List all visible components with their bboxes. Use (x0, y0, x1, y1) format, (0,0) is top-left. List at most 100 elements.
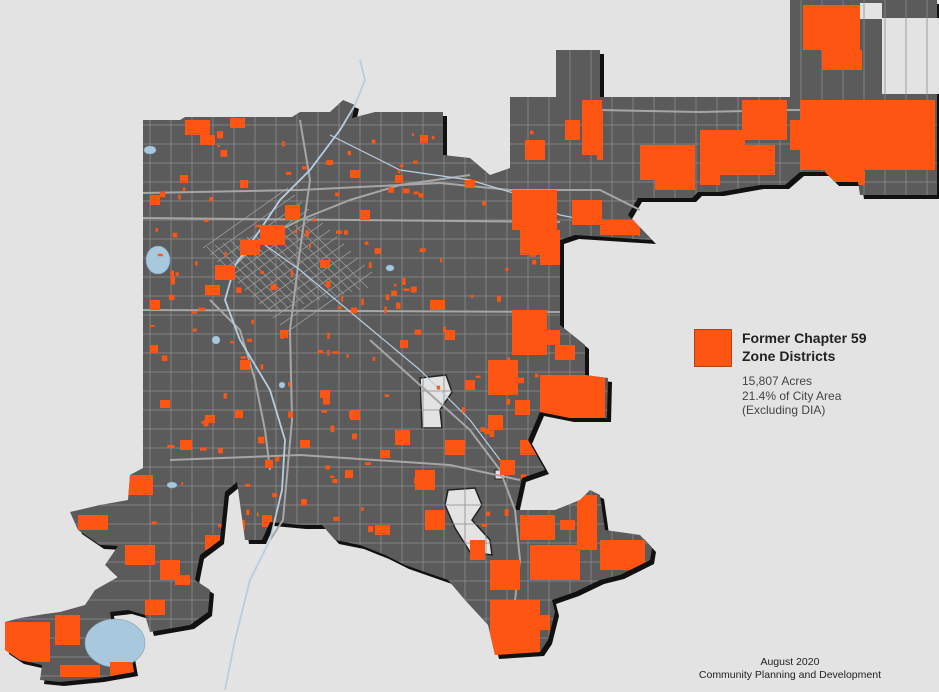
zone-district (800, 100, 935, 170)
zone-district (518, 377, 525, 384)
zone-district (327, 332, 330, 339)
zone-district (413, 160, 418, 164)
zone-district (371, 139, 376, 144)
zone-district (430, 300, 445, 310)
zone-district (321, 410, 328, 413)
zone-district (270, 284, 278, 290)
zone-district (565, 120, 580, 140)
zone-district (504, 509, 509, 516)
zone-district (403, 288, 410, 291)
zone-district (395, 430, 410, 445)
zone-district (5, 622, 50, 662)
legend-note: (Excluding DIA) (742, 403, 826, 417)
zone-district (161, 355, 168, 361)
zone-district (326, 160, 333, 165)
zone-district (349, 411, 355, 418)
zone-district (700, 170, 720, 185)
zone-district (384, 306, 387, 314)
zone-district (431, 135, 435, 140)
zone-district (300, 440, 310, 448)
zone-district (327, 349, 330, 356)
zone-district (294, 230, 298, 233)
zone-district (180, 482, 184, 485)
zone-district (364, 462, 371, 465)
zone-district (465, 180, 475, 188)
zone-district (286, 171, 292, 175)
zone-district (320, 390, 330, 398)
zone-district (209, 197, 213, 202)
zone-district (803, 5, 860, 50)
zone-district (481, 523, 488, 527)
zone-district (375, 525, 390, 535)
zone-district (170, 270, 175, 278)
zone-district (260, 271, 264, 274)
zone-district (275, 456, 280, 462)
zone-district (192, 328, 197, 332)
zone-district (471, 294, 474, 298)
zone-district (395, 175, 403, 183)
zone-district (533, 335, 536, 340)
zone-district (413, 191, 419, 195)
zone-district (822, 50, 862, 70)
zone-district (282, 141, 285, 147)
zone-district (507, 357, 511, 361)
zone-district (414, 477, 418, 484)
zone-district (320, 260, 330, 268)
zone-district (230, 118, 245, 128)
zone-district (216, 131, 224, 139)
zone-district (150, 345, 158, 353)
zone-district (506, 398, 511, 405)
zone-district (536, 449, 544, 453)
zone-district (364, 241, 369, 245)
zone-district (218, 448, 223, 454)
zone-district (312, 219, 316, 222)
zone-district (191, 311, 198, 314)
zone-district (742, 100, 787, 140)
zone-district (425, 510, 445, 530)
zone-district (462, 407, 465, 413)
zone-district (172, 232, 178, 238)
zone-district (332, 478, 338, 484)
zone-district (330, 475, 335, 478)
zone-district (280, 330, 288, 338)
zone-district (309, 243, 311, 248)
zone-district (218, 524, 223, 528)
zone-district (256, 512, 259, 517)
zone-district (489, 430, 495, 437)
zone-districts (5, 5, 935, 677)
zone-district (385, 294, 390, 301)
zone-district (482, 201, 486, 206)
zone-district (790, 120, 810, 150)
zone-district (418, 193, 424, 198)
zone-district (500, 460, 515, 475)
zone-district (529, 251, 537, 257)
zone-district (245, 483, 250, 487)
zone-district (240, 240, 260, 255)
zone-district (305, 229, 309, 237)
zone-district (384, 394, 390, 397)
zone-district (350, 307, 358, 314)
zone-district (540, 330, 560, 345)
zone-district (480, 427, 485, 432)
zone-district (396, 302, 401, 309)
zone-district (150, 195, 160, 205)
zone-district (240, 360, 250, 370)
zone-district (272, 493, 278, 498)
zone-district (281, 334, 284, 340)
zone-district (532, 260, 537, 265)
zone-district (150, 324, 155, 327)
zone-district (440, 258, 443, 263)
zone-district (335, 192, 340, 197)
zone-district (157, 253, 163, 257)
zone-district (537, 487, 541, 491)
zone-district (195, 261, 198, 266)
zone-district (347, 150, 351, 156)
zone-district (525, 140, 545, 160)
zone-district (235, 520, 245, 530)
zone-district (402, 278, 406, 285)
zone-district (159, 191, 166, 198)
zone-district (265, 460, 273, 468)
zone-district (215, 265, 235, 280)
zone-district (352, 433, 357, 440)
